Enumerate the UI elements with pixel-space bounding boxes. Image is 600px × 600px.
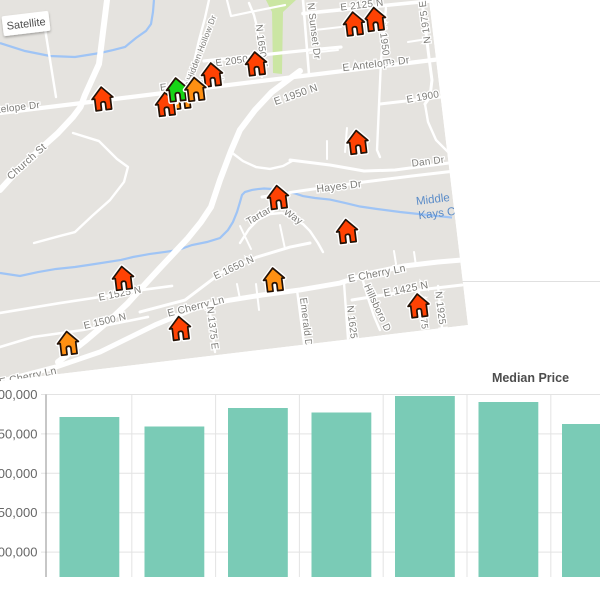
svg-text:Kays C: Kays C [418, 206, 456, 222]
svg-text:Satellite: Satellite [6, 16, 46, 33]
svg-text:Middle: Middle [415, 192, 450, 208]
svg-text:50,000: 50,000 [0, 426, 38, 441]
svg-text:Median Price: Median Price [492, 371, 569, 385]
svg-text:00,000: 00,000 [0, 387, 38, 402]
svg-text:00,000: 00,000 [0, 466, 38, 481]
svg-text:Dan Dr: Dan Dr [411, 155, 445, 170]
svg-text:50,000: 50,000 [0, 505, 38, 520]
svg-text:00,000: 00,000 [0, 545, 38, 560]
